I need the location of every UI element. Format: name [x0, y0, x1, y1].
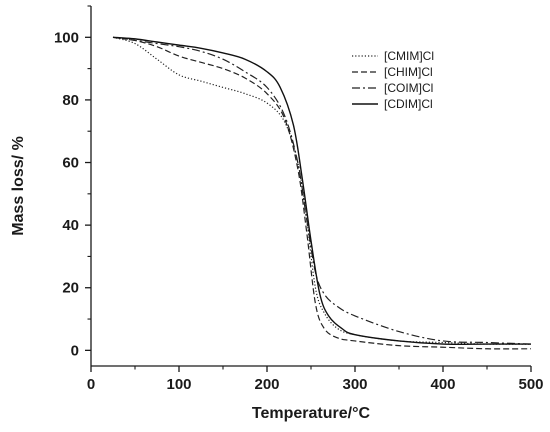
- x-tick-label: 0: [87, 376, 95, 393]
- y-tick-label: 20: [62, 280, 79, 297]
- axes: 0 100 200 300 400 500 0 20 40 60 80 100: [54, 5, 544, 393]
- y-tick-label: 100: [54, 29, 79, 46]
- y-tick-label: 40: [62, 217, 79, 234]
- plot-area: [112, 36, 532, 350]
- legend: [CMIM]Cl [CHIM]Cl [COIM]Cl [CDIM]Cl: [352, 49, 434, 111]
- x-axis-title: Temperature/°C: [252, 405, 371, 422]
- y-axis-title: Mass loss/ %: [10, 136, 27, 236]
- legend-label-3: [CDIM]Cl: [384, 97, 433, 111]
- legend-label-0: [CMIM]Cl: [384, 49, 434, 63]
- y-tick-label: 0: [71, 342, 79, 359]
- y-tick-label: 60: [62, 155, 79, 172]
- series-line-2: [112, 36, 532, 345]
- x-tick-label: 400: [430, 376, 455, 393]
- series-line-3: [112, 36, 531, 346]
- x-tick-label: 300: [342, 376, 367, 393]
- series-line-1: [112, 36, 532, 350]
- series-line-0: [112, 36, 532, 345]
- x-tick-label: 500: [518, 376, 543, 393]
- y-tick-label: 80: [62, 92, 79, 109]
- x-tick-label: 200: [254, 376, 279, 393]
- legend-label-2: [COIM]Cl: [384, 81, 433, 95]
- x-tick-label: 100: [166, 376, 191, 393]
- legend-label-1: [CHIM]Cl: [384, 65, 433, 79]
